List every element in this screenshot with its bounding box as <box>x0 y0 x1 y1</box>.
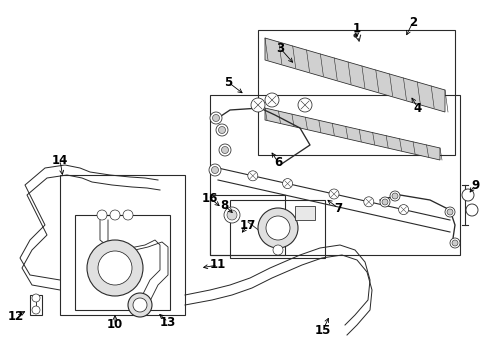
Circle shape <box>211 166 218 174</box>
Circle shape <box>264 93 279 107</box>
Circle shape <box>98 251 132 285</box>
Text: 11: 11 <box>209 258 225 271</box>
Text: 5: 5 <box>224 76 232 89</box>
Circle shape <box>297 98 311 112</box>
Circle shape <box>212 114 219 122</box>
Circle shape <box>208 164 221 176</box>
Circle shape <box>444 207 454 217</box>
Circle shape <box>97 210 107 220</box>
Circle shape <box>133 298 147 312</box>
Circle shape <box>446 209 452 215</box>
FancyBboxPatch shape <box>294 206 314 220</box>
Circle shape <box>219 144 230 156</box>
Polygon shape <box>264 108 439 160</box>
Circle shape <box>218 126 225 134</box>
Circle shape <box>247 171 257 181</box>
Circle shape <box>209 112 222 124</box>
Circle shape <box>451 240 457 246</box>
Circle shape <box>328 189 338 199</box>
Text: 10: 10 <box>107 319 123 332</box>
Text: 17: 17 <box>240 219 256 231</box>
Circle shape <box>391 193 397 199</box>
Text: 14: 14 <box>52 153 68 166</box>
Circle shape <box>128 293 152 317</box>
Text: 16: 16 <box>202 192 218 204</box>
Circle shape <box>461 189 473 201</box>
Text: 2: 2 <box>408 15 416 28</box>
Circle shape <box>381 199 387 205</box>
Circle shape <box>226 210 237 220</box>
Text: 12: 12 <box>8 310 24 323</box>
Circle shape <box>110 210 120 220</box>
Text: 13: 13 <box>160 315 176 328</box>
Circle shape <box>389 191 399 201</box>
Circle shape <box>363 197 373 207</box>
Text: 9: 9 <box>470 179 478 192</box>
Circle shape <box>250 98 264 112</box>
Text: 8: 8 <box>220 198 228 212</box>
Circle shape <box>87 240 142 296</box>
Circle shape <box>221 147 228 153</box>
Circle shape <box>379 197 389 207</box>
Circle shape <box>123 210 133 220</box>
Polygon shape <box>264 38 444 112</box>
Circle shape <box>282 179 292 189</box>
Text: 15: 15 <box>314 324 330 337</box>
Circle shape <box>398 204 408 215</box>
Circle shape <box>216 124 227 136</box>
Circle shape <box>265 216 289 240</box>
Circle shape <box>224 207 240 223</box>
Circle shape <box>465 204 477 216</box>
Circle shape <box>449 238 459 248</box>
Circle shape <box>32 306 40 314</box>
Text: 7: 7 <box>333 202 342 215</box>
Text: 4: 4 <box>413 102 421 114</box>
Circle shape <box>272 245 283 255</box>
Circle shape <box>258 208 297 248</box>
Text: 1: 1 <box>352 22 360 35</box>
Circle shape <box>32 294 40 302</box>
Text: 6: 6 <box>273 156 282 168</box>
Text: 3: 3 <box>275 41 284 54</box>
